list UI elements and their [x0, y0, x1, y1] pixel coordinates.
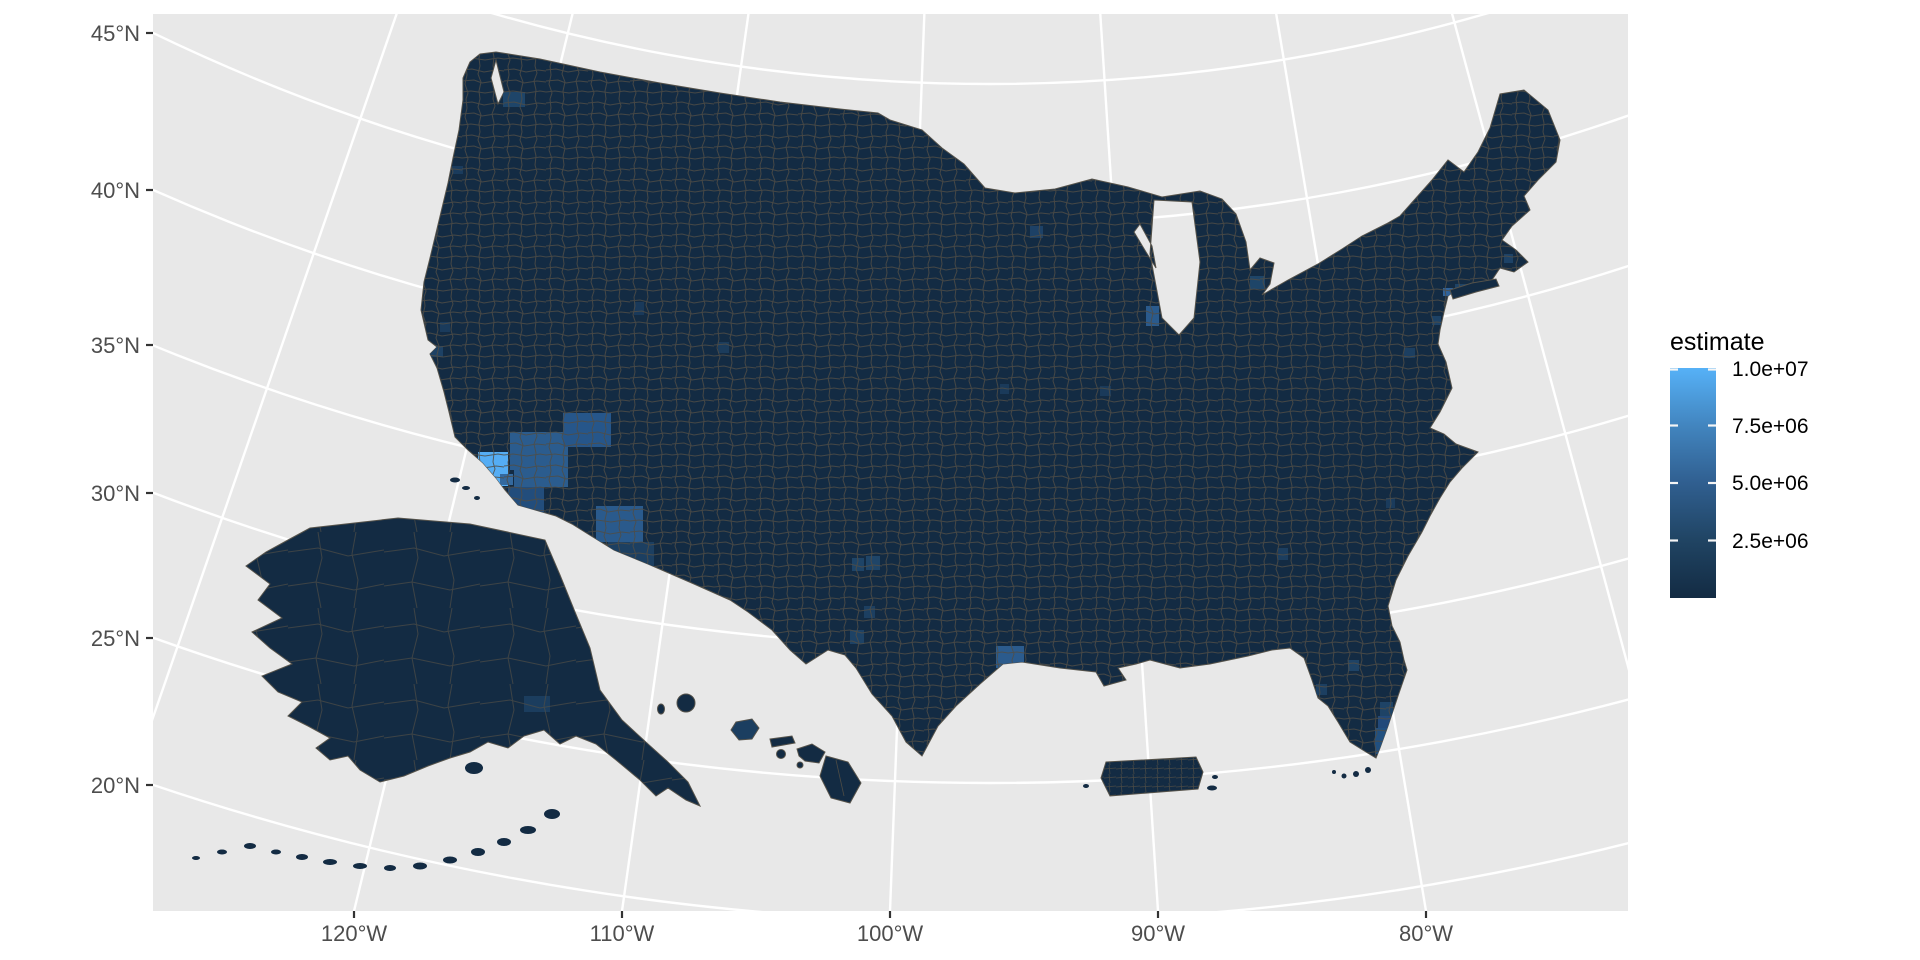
y-axis-label: 30°N: [91, 481, 140, 506]
island-maui: [796, 743, 826, 764]
x-axis-label: 100°W: [857, 921, 924, 946]
legend-tick-label: 1.0e+07: [1732, 358, 1809, 381]
long-island: [1449, 278, 1500, 300]
island-niihau: [657, 703, 665, 715]
y-axis-label: 45°N: [91, 21, 140, 46]
island-lanai: [776, 749, 786, 759]
y-axis-label: 20°N: [91, 773, 140, 798]
hawaii-inset: [657, 693, 862, 804]
island-culebra: [1212, 775, 1218, 779]
island-kauai: [676, 693, 696, 713]
gridline-meridian-70w: [1450, 14, 1628, 671]
x-axis-label: 110°W: [590, 921, 655, 946]
legend-tick-marks: [1670, 368, 1716, 542]
gridline-meridian-130w: [153, 14, 398, 722]
y-axis-label: 40°N: [91, 178, 140, 203]
x-axis-labels: 120°W 110°W 100°W 90°W 80°W: [321, 921, 1453, 946]
island-mona: [1083, 784, 1089, 788]
legend-title: estimate: [1670, 328, 1764, 356]
island-vieques: [1207, 785, 1217, 791]
axis-ticks: [146, 31, 1428, 918]
island-oahu: [730, 718, 760, 741]
us-county-map: [192, 51, 1561, 871]
channel-islands: [450, 477, 480, 500]
gridline-parallel-50n: [492, 14, 1488, 85]
legend-tick-label: 5.0e+06: [1732, 472, 1809, 495]
x-axis-label: 80°W: [1399, 921, 1453, 946]
y-axis-label: 25°N: [91, 626, 140, 651]
gridline-meridian-120w: [352, 14, 574, 911]
island-kahoolawe: [796, 761, 804, 769]
y-axis-label: 35°N: [91, 333, 140, 358]
puerto-rico-inset: [1083, 756, 1218, 797]
x-axis-label: 120°W: [321, 921, 388, 946]
legend-tick-label: 2.5e+06: [1732, 530, 1809, 553]
legend-tick-label: 7.5e+06: [1732, 415, 1809, 438]
x-axis-label: 90°W: [1131, 921, 1185, 946]
aleutian-islands: [192, 762, 560, 871]
y-axis-labels: 45°N 40°N 35°N 30°N 25°N 20°N: [91, 21, 140, 798]
florida-keys: [1332, 767, 1371, 779]
legend: estimate 1.0e+07 7.5e+06 5.0e+06 2.5e+06: [1670, 328, 1809, 598]
gridline-parallel-25n: [153, 635, 1628, 784]
island-molokai: [769, 735, 796, 748]
alaska-inset: [192, 517, 701, 871]
